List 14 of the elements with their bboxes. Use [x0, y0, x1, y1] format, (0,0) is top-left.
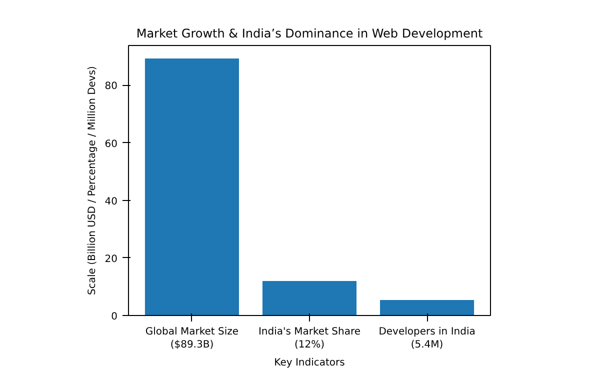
x-tick-label: Global Market Size ($89.3B) — [145, 326, 239, 351]
y-axis-title: Scale (Billion USD / Percentage / Million Devs) — [86, 66, 98, 295]
y-tick-label: 20 — [104, 254, 118, 265]
chart-title: Market Growth & India’s Dominance in Web Development — [136, 26, 483, 40]
y-tick-label: 80 — [104, 81, 118, 92]
y-tick-label: 40 — [104, 196, 118, 208]
bar — [262, 280, 357, 316]
x-axis-title: Key Indicators — [274, 358, 345, 369]
y-tick-label: 0 — [111, 312, 118, 322]
y-tick-label: 60 — [104, 138, 118, 150]
bar — [144, 58, 239, 316]
bar — [380, 300, 474, 316]
x-tick-label: Developers in India (5.4M) — [378, 326, 476, 351]
x-tick-label: India's Market Share (12%) — [258, 326, 361, 351]
